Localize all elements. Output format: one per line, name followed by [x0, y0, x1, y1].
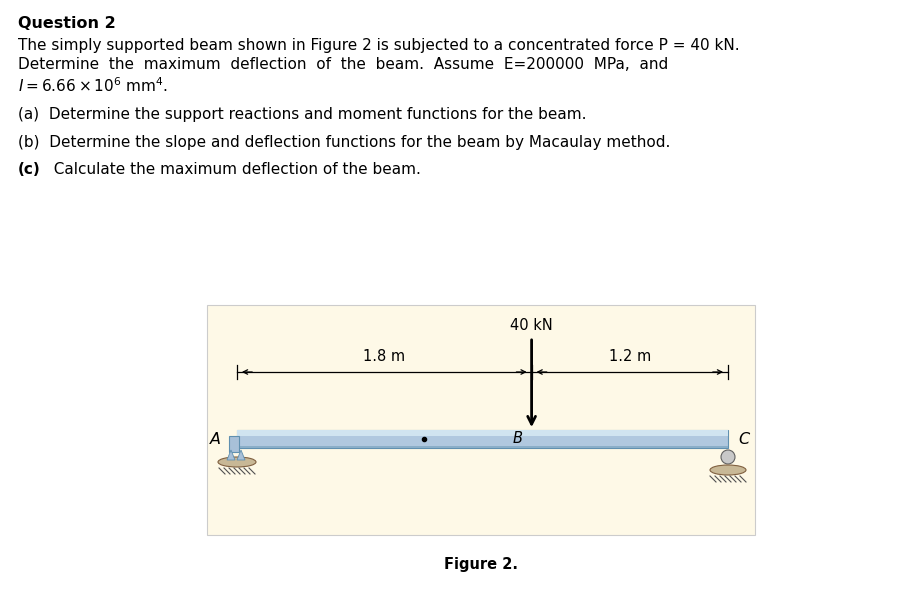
Text: $I = 6.66\times10^6\ \mathrm{mm}^4$.: $I = 6.66\times10^6\ \mathrm{mm}^4$. — [18, 76, 168, 95]
Bar — [237, 446, 727, 448]
Ellipse shape — [218, 457, 256, 467]
Polygon shape — [237, 450, 245, 460]
Text: 1.2 m: 1.2 m — [608, 349, 650, 364]
Bar — [228, 436, 238, 452]
Circle shape — [721, 450, 734, 464]
Text: C: C — [737, 432, 749, 447]
Text: (c): (c) — [18, 162, 41, 177]
Bar — [237, 430, 727, 436]
Text: B: B — [512, 431, 522, 446]
Text: 1.8 m: 1.8 m — [363, 349, 405, 364]
Text: Calculate the maximum deflection of the beam.: Calculate the maximum deflection of the … — [44, 162, 421, 177]
Text: The simply supported beam shown in Figure 2 is subjected to a concentrated force: The simply supported beam shown in Figur… — [18, 38, 739, 53]
Text: (a)  Determine the support reactions and moment functions for the beam.: (a) Determine the support reactions and … — [18, 107, 586, 122]
Text: (b)  Determine the slope and deflection functions for the beam by Macaulay metho: (b) Determine the slope and deflection f… — [18, 135, 670, 150]
Text: Question 2: Question 2 — [18, 16, 116, 31]
Bar — [237, 430, 727, 448]
Ellipse shape — [709, 465, 745, 475]
Text: Determine  the  maximum  deflection  of  the  beam.  Assume  E=200000  MPa,  and: Determine the maximum deflection of the … — [18, 57, 667, 72]
Bar — [207, 305, 754, 535]
Text: Figure 2.: Figure 2. — [443, 557, 517, 572]
Text: A: A — [209, 432, 220, 447]
Text: 40 kN: 40 kN — [509, 318, 553, 333]
Polygon shape — [227, 450, 235, 460]
